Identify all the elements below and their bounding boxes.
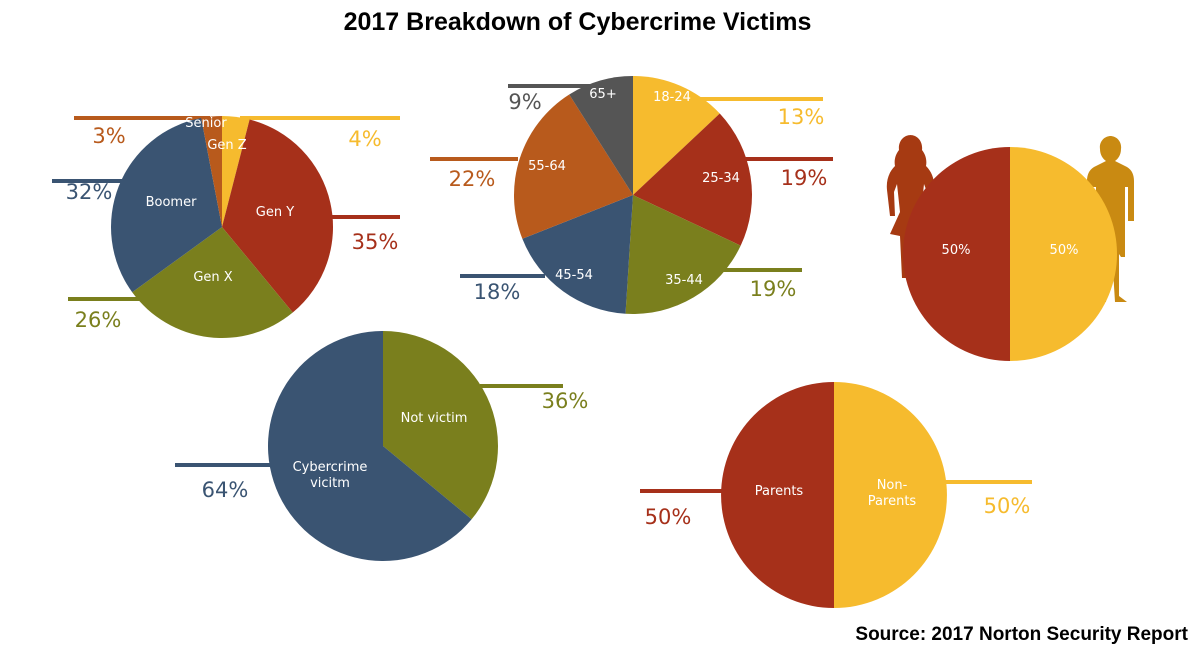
value-label: 22% <box>449 167 496 191</box>
value-label: 19% <box>750 277 797 301</box>
slice-label: 45-54 <box>555 268 593 283</box>
value-label: 36% <box>542 389 589 413</box>
pie-slice <box>834 382 947 608</box>
slice-label: Cybercrime vicitm <box>293 460 368 491</box>
slice-label: 35-44 <box>665 273 703 288</box>
pie-slice <box>383 331 498 520</box>
page-title: 2017 Breakdown of Cybercrime Victims <box>343 8 812 36</box>
source-note: Source: 2017 Norton Security Report <box>855 624 1188 645</box>
value-label: 35% <box>352 230 399 254</box>
slice-label: 50% <box>942 243 971 258</box>
pie-chart-2: 18-24 13% 25-34 19% 35-44 19% 45-54 18% 55-64 22%… <box>430 76 833 314</box>
slice-label: Non-Parents <box>868 478 917 509</box>
pie-slice <box>625 195 741 314</box>
pie-chart-5: Non-Parents 50% Parents 50% <box>640 382 1032 608</box>
slice-label: Gen Y <box>256 205 294 220</box>
pie-slice <box>110 117 222 293</box>
value-label: 18% <box>474 280 521 304</box>
slice-label: 25-34 <box>702 171 740 186</box>
slice-label: Gen X <box>193 270 232 285</box>
value-label: 3% <box>92 124 125 148</box>
slice-label: 55-64 <box>528 159 566 174</box>
slice-label: 65+ <box>589 87 616 102</box>
pie-slice <box>201 116 222 227</box>
pie-slice <box>132 227 293 339</box>
pie-slice <box>222 116 250 227</box>
pie-slice <box>569 76 633 195</box>
value-label: 26% <box>75 308 122 332</box>
pie-slice <box>633 76 720 195</box>
pie-chart-1: Gen Z 4% Gen Y 35% Gen X 26% Boomer 32% Senior 3% <box>52 116 400 339</box>
slice-label: Boomer <box>146 195 197 210</box>
value-label: 4% <box>348 127 381 151</box>
value-label: 64% <box>202 478 249 502</box>
pie-slice <box>522 195 633 314</box>
pie-slice <box>514 94 633 239</box>
slice-label: 50% <box>1050 243 1079 258</box>
pie-chart-3: 50% 50% <box>903 147 1117 361</box>
slice-label: Parents <box>755 484 804 499</box>
value-label: 9% <box>508 90 541 114</box>
value-label: 50% <box>645 505 692 529</box>
value-label: 19% <box>781 166 828 190</box>
pie-slice <box>1010 147 1117 361</box>
pie-slice <box>721 382 834 608</box>
woman-silhouette-icon <box>886 135 935 278</box>
pie-chart-4: Not victim 36% Cybercrime vicitm 64% <box>175 331 588 561</box>
pie-slice <box>222 119 334 313</box>
pie-slice <box>633 113 752 246</box>
value-label: 32% <box>66 180 113 204</box>
pie-slice <box>903 147 1010 361</box>
slice-label: 18-24 <box>653 90 691 105</box>
pie-slice <box>267 331 472 561</box>
value-label: 50% <box>984 494 1031 518</box>
slice-label: Not victim <box>401 411 468 426</box>
slice-label: Senior <box>185 116 227 131</box>
value-label: 13% <box>778 105 825 129</box>
slice-label: Gen Z <box>207 138 246 153</box>
